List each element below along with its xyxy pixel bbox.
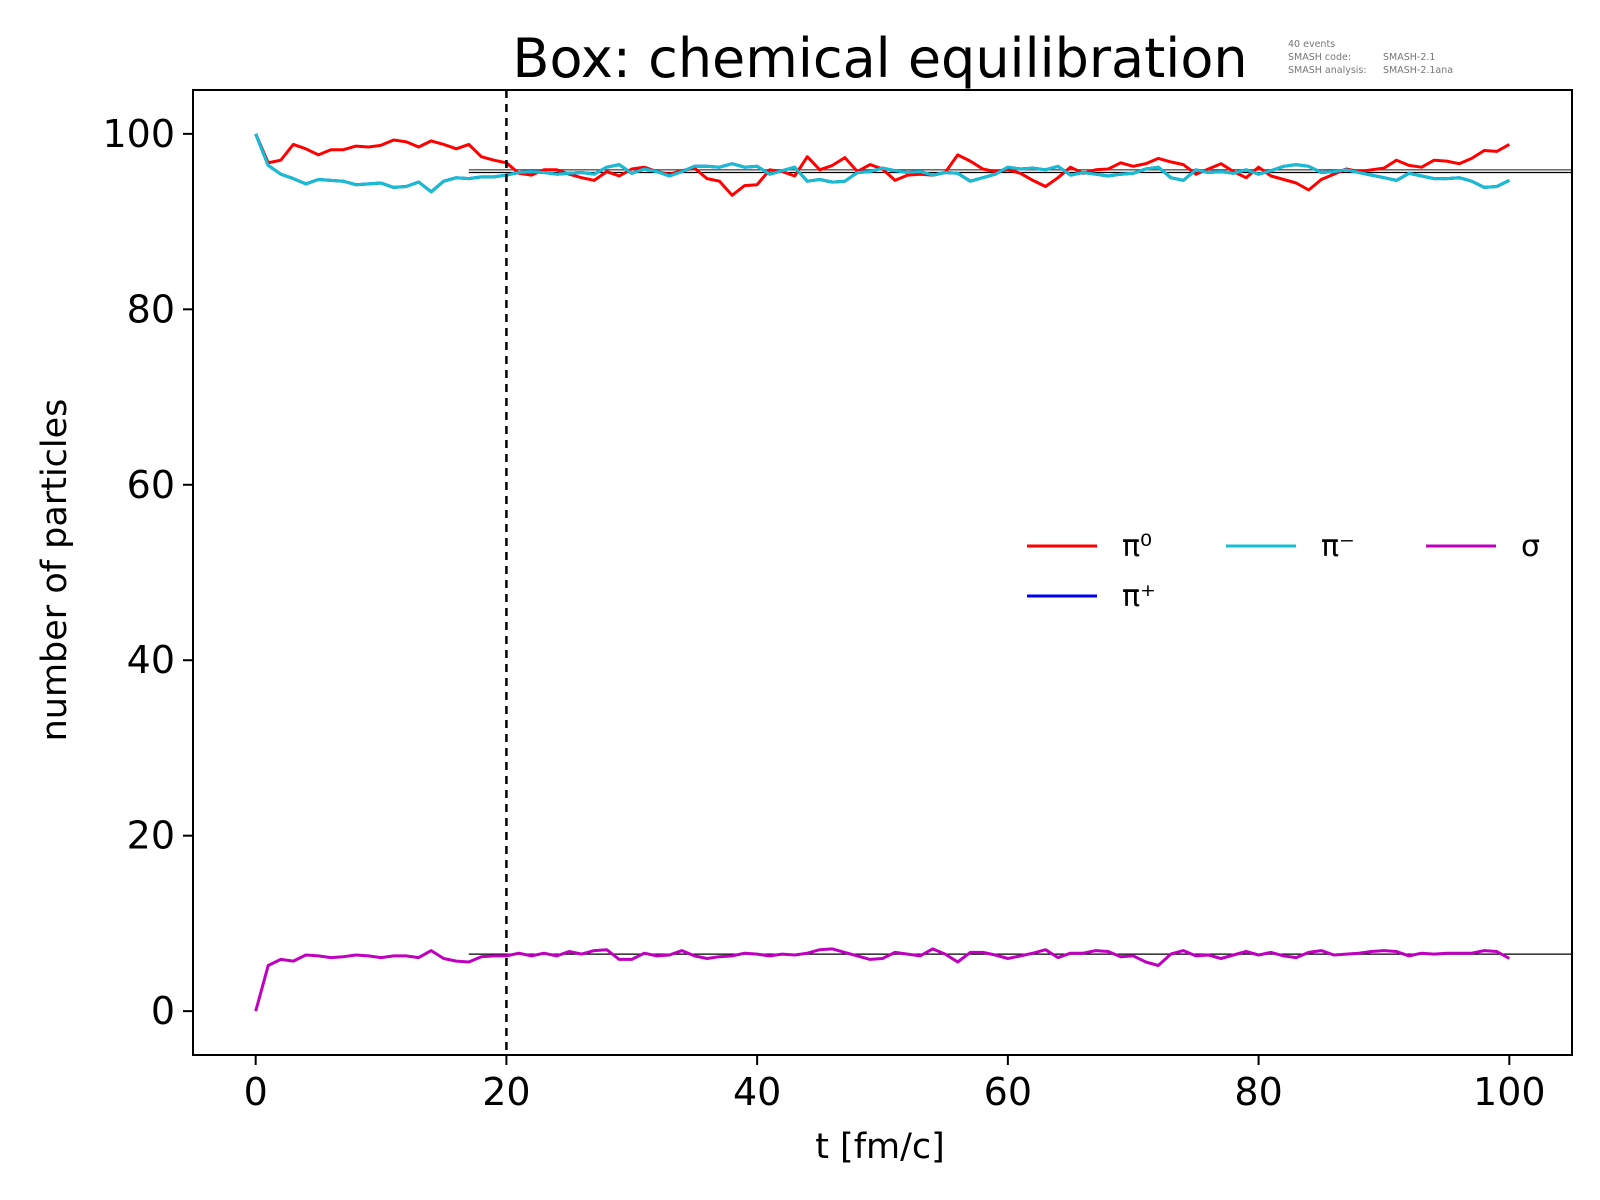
y-axis-label: number of particles (35, 399, 75, 742)
x-tick-label: 20 (482, 1070, 530, 1114)
x-tick-label: 60 (984, 1070, 1032, 1114)
x-tick-label: 100 (1473, 1070, 1546, 1114)
y-tick-label: 40 (127, 638, 175, 682)
y-tick-label: 60 (127, 463, 175, 507)
x-tick-label: 0 (244, 1070, 268, 1114)
plot-area (254, 90, 1572, 1055)
legend-label-pi0: π⁰ (1122, 529, 1152, 564)
x-tick-label: 40 (733, 1070, 781, 1114)
x-axis-label: t [fm/c] (815, 1127, 945, 1167)
plot-frame (192, 89, 1573, 1056)
chart-title: Box: chemical equilibration (512, 27, 1247, 90)
annotation-analysis-label: SMASH analysis: (1288, 65, 1367, 76)
annotation-code-label: SMASH code: (1288, 52, 1351, 63)
y-tick-label: 80 (127, 287, 175, 331)
annotation-events: 40 events (1288, 39, 1335, 50)
y-tick-label: 20 (127, 814, 175, 858)
legend-label-pi-plus: π⁺ (1122, 579, 1156, 614)
legend-label-pi-minus: π⁻ (1321, 529, 1355, 564)
legend: π⁰ π⁻ σ π⁺ (1027, 529, 1540, 614)
annotation-analysis-value: SMASH-2.1ana (1383, 65, 1453, 76)
annotation-code-value: SMASH-2.1 (1383, 52, 1435, 63)
y-tick-label: 0 (151, 989, 175, 1033)
x-tick-label: 80 (1234, 1070, 1282, 1114)
legend-label-sigma: σ (1521, 529, 1540, 564)
axes: 0 20 40 60 80 100 0 20 40 60 80 100 (102, 89, 1573, 1114)
series-line-pi-minus (254, 133, 1510, 194)
y-tick-label: 100 (102, 112, 175, 156)
series-line-pi0 (254, 133, 1511, 197)
series-line-sigma (254, 947, 1511, 1012)
